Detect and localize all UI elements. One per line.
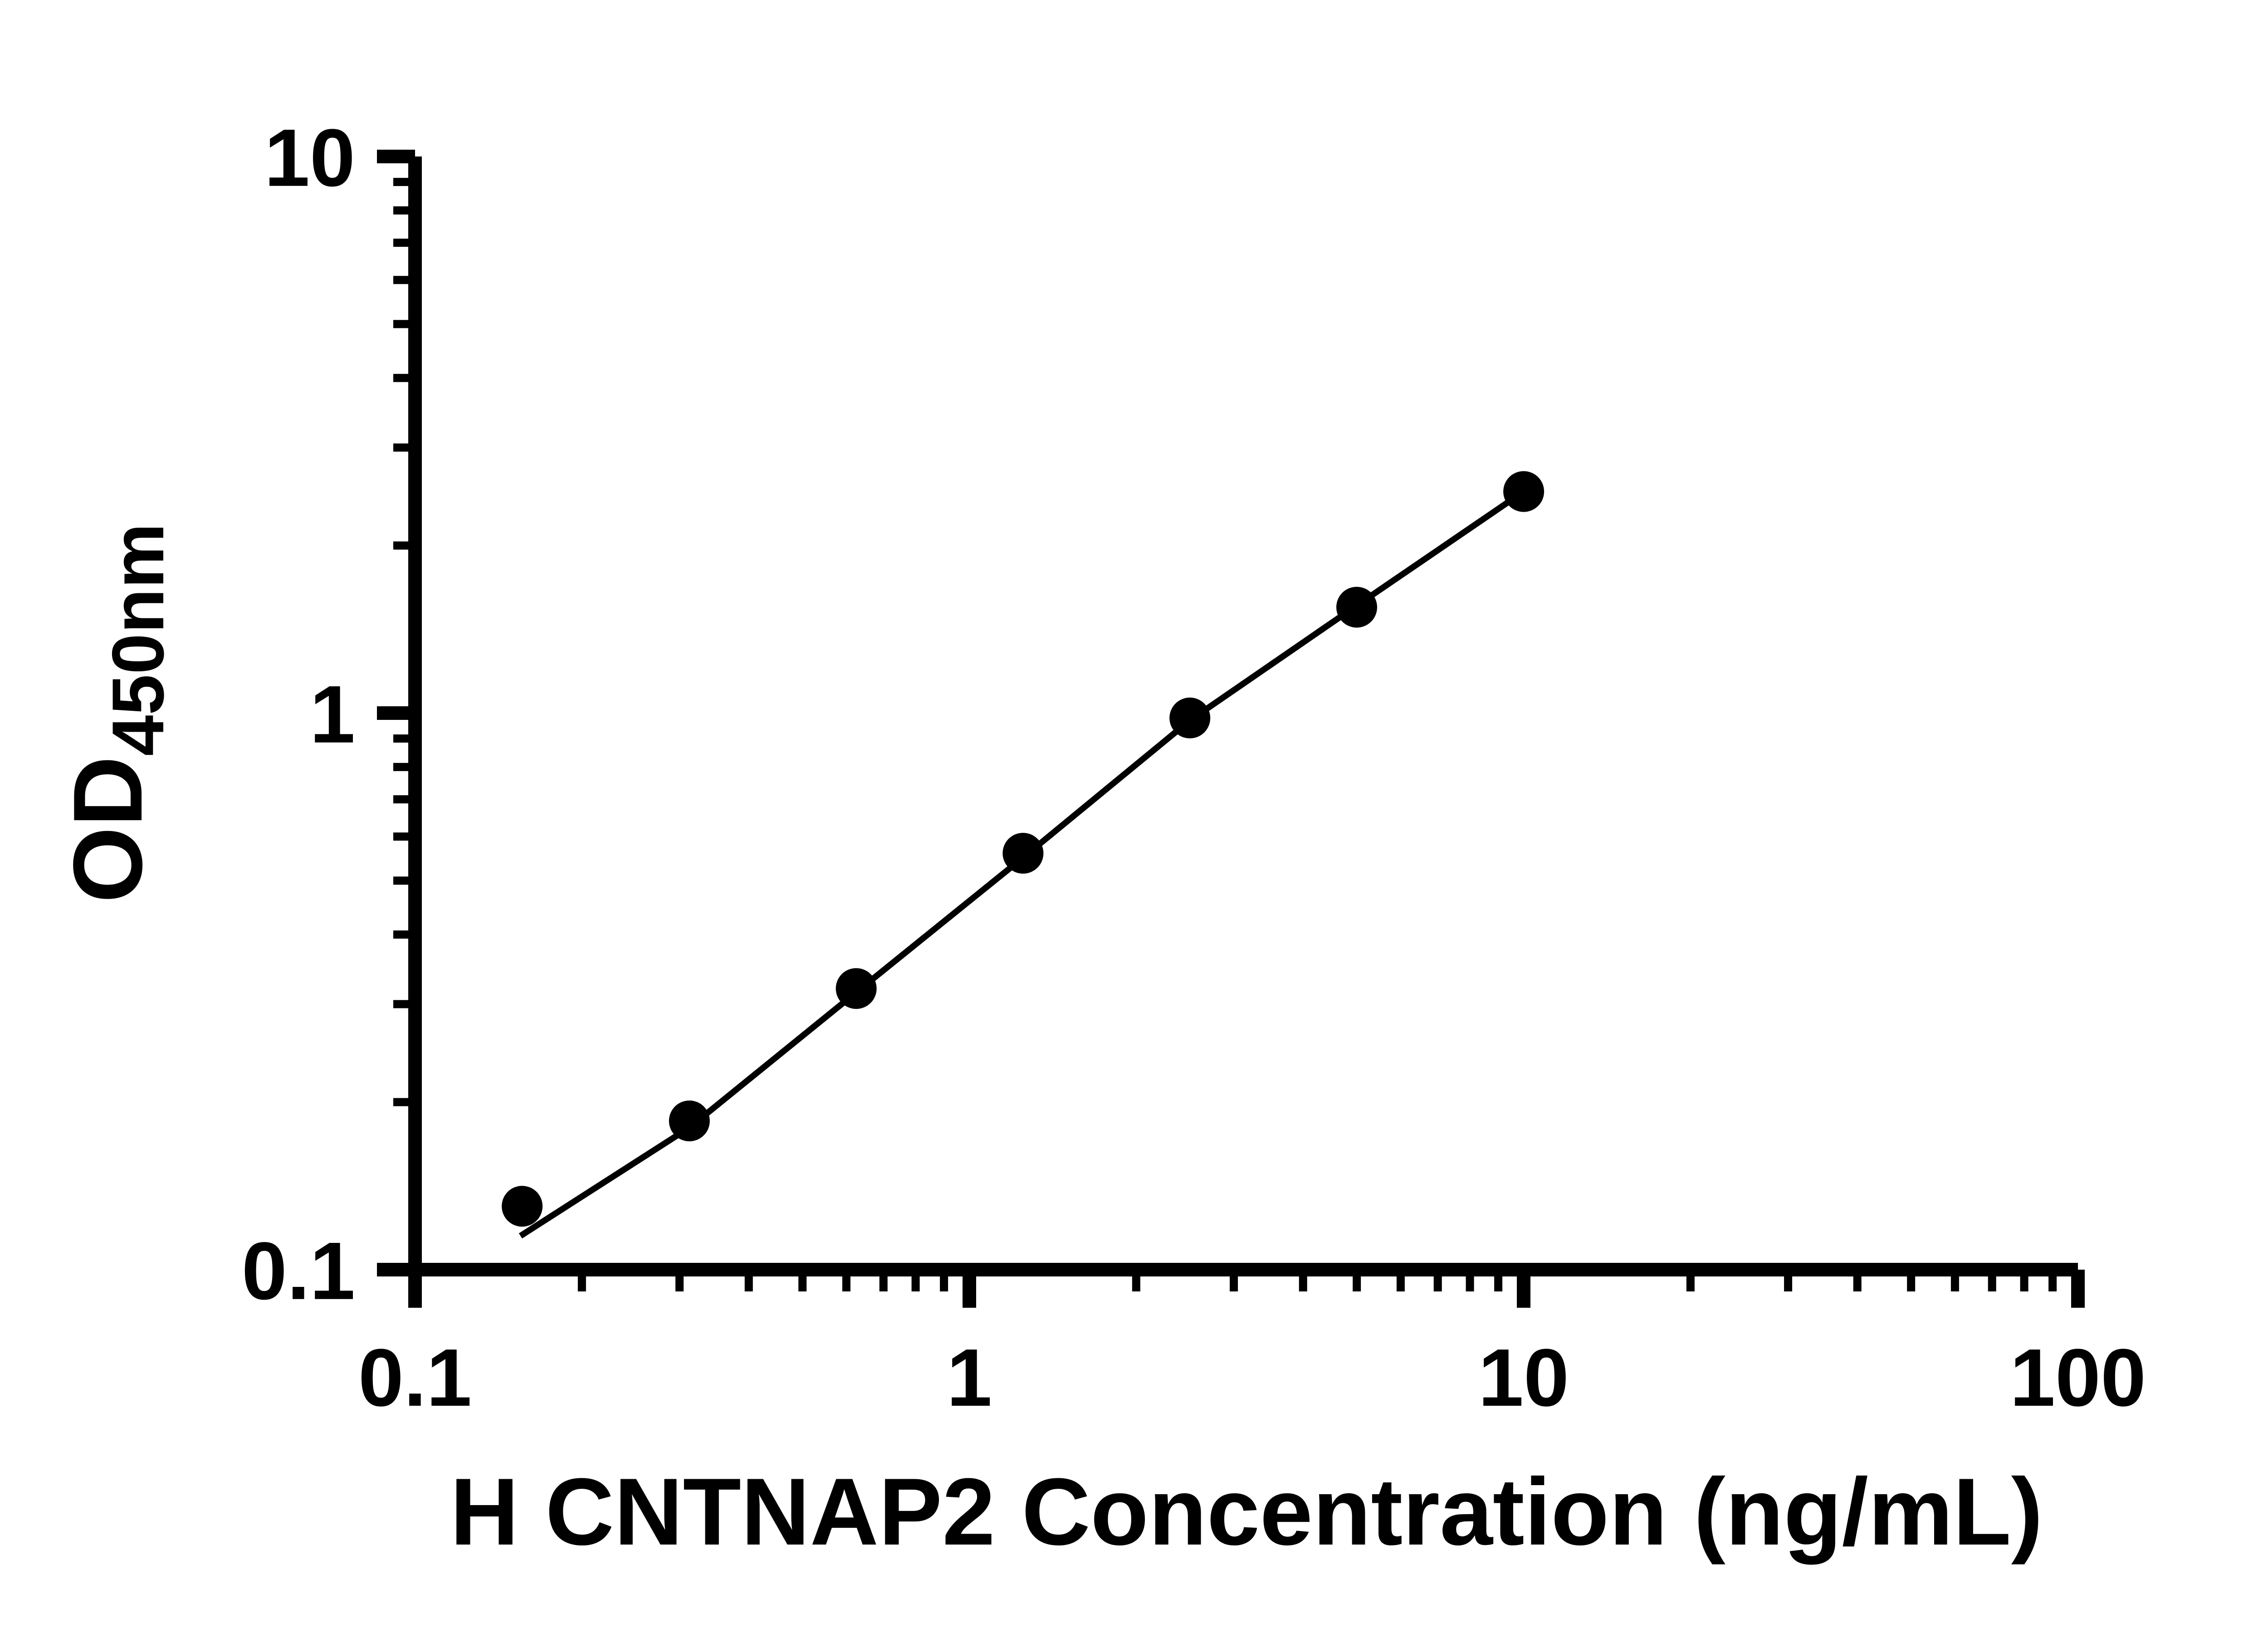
- data-points: [502, 471, 1545, 1227]
- y-tick-label: 0.1: [242, 1226, 355, 1317]
- x-axis-label: H CNTNAP2 Concentration (ng/mL): [450, 1458, 2043, 1565]
- x-tick-label: 100: [2010, 1332, 2146, 1423]
- data-point: [1336, 587, 1377, 628]
- data-point: [836, 968, 877, 1009]
- x-tick-label: 0.1: [358, 1332, 472, 1423]
- x-tick-label: 1: [947, 1332, 992, 1423]
- y-axis-label-subscript: 450nm: [97, 523, 179, 756]
- y-tick-label: 10: [264, 112, 355, 204]
- data-point: [502, 1186, 543, 1227]
- data-point: [1503, 471, 1545, 512]
- data-point: [669, 1100, 710, 1142]
- x-tick-label: 10: [1478, 1332, 1569, 1423]
- tick-labels: 0.1 1 10 100 0.1 1 10: [242, 112, 2146, 1423]
- data-point: [1169, 697, 1211, 738]
- y-tick-label: 1: [310, 669, 355, 760]
- y-axis-label-main: OD: [53, 756, 162, 903]
- axes: [408, 156, 2078, 1276]
- data-point: [1002, 833, 1044, 874]
- y-axis-label: OD450nm: [53, 523, 179, 903]
